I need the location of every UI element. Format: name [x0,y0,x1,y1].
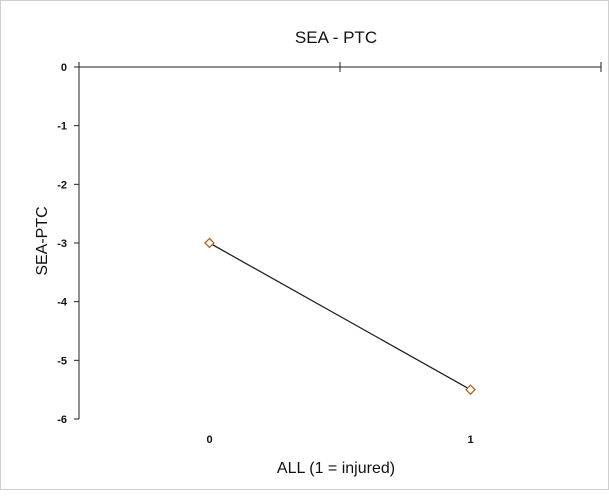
y-tick-label: -4 [57,297,68,309]
x-axis-title: ALL (1 = injured) [277,460,395,477]
y-tick-label: -1 [57,121,67,133]
x-tick-label: 1 [467,434,473,446]
chart-title: SEA - PTC [295,28,377,47]
y-tick-label: 0 [61,62,67,74]
y-tick-label: -6 [57,414,67,426]
y-tick-label: -3 [57,238,67,250]
axes [78,66,601,419]
y-tick-label: -2 [57,179,67,191]
y-axis-title: SEA-PTC [34,206,51,275]
y-axis-ticks: 0 -1 -2 -3 -4 -5 -6 [57,62,79,426]
y-tick-label: -5 [57,355,67,367]
x-tick-label: 0 [206,434,212,446]
data-point-marker [465,384,476,396]
series-line [209,242,471,391]
data-point-marker [204,237,215,249]
series-group [204,237,476,396]
